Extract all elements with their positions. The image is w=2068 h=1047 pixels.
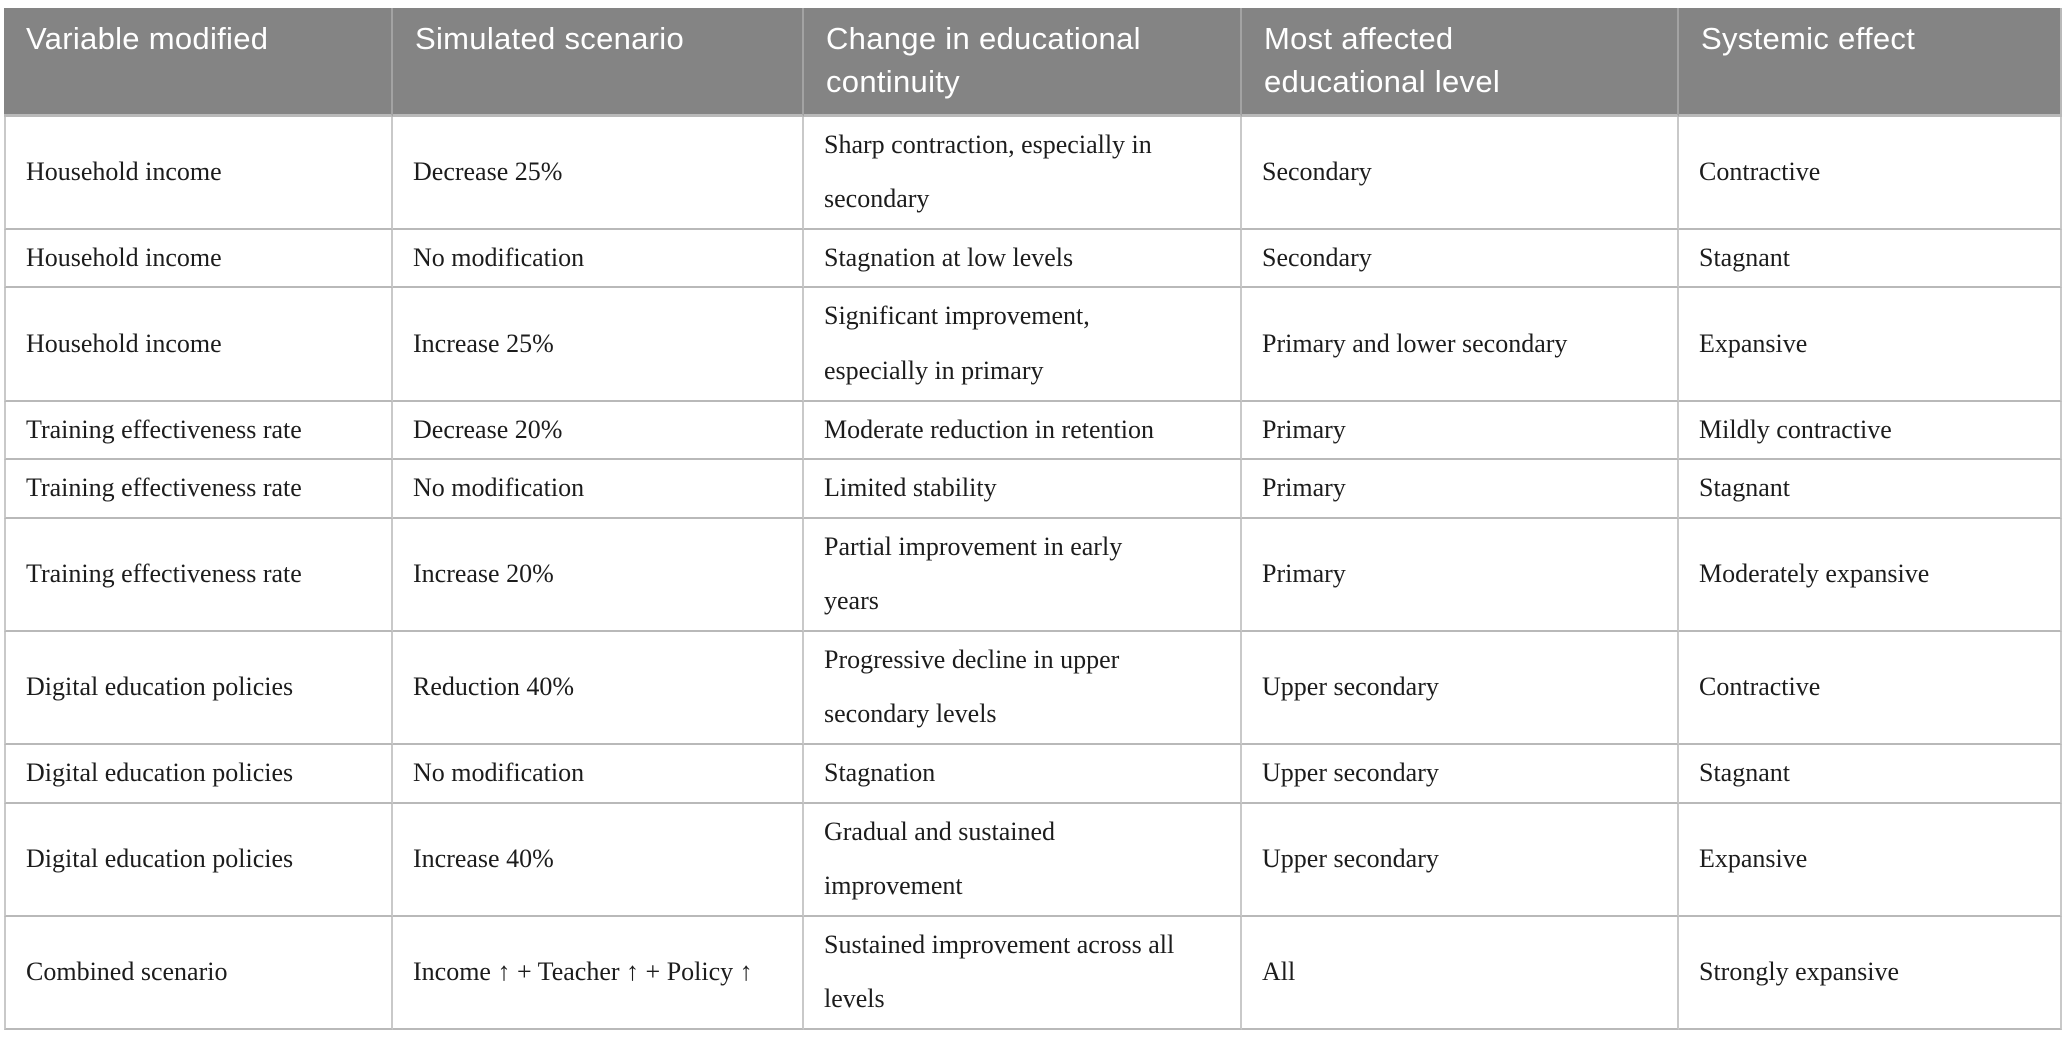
table-cell-most-affected-level: Primary — [1242, 460, 1679, 519]
table-cell-systemic-effect: Moderately expansive — [1679, 518, 2062, 632]
table-cell-variable-modified: Training effectiveness rate — [4, 518, 393, 632]
table-cell-most-affected-level: Primary — [1242, 401, 1679, 461]
table-row: Household income Increase 25% Significant … — [4, 288, 2062, 402]
table-body: Household income Decrease 25% Sharp contra… — [4, 116, 2062, 1031]
table-cell-change-educational-continuity: Moderate reduction in retention — [804, 401, 1242, 461]
table-row: Training effectiveness rate Decrease 20% M… — [4, 401, 2062, 461]
table-cell-systemic-effect: Stagnant — [1679, 460, 2062, 519]
table-cell-most-affected-level: Primary and lower secondary — [1242, 288, 1679, 402]
table-cell-systemic-effect: Contractive — [1679, 116, 2062, 230]
table-cell-most-affected-level: Upper secondary — [1242, 631, 1679, 746]
table-cell-variable-modified: Training effectiveness rate — [4, 401, 393, 461]
table-cell-simulated-scenario: Reduction 40% — [393, 631, 804, 746]
table-cell-variable-modified: Digital education policies — [4, 803, 393, 917]
table-cell-variable-modified: Digital education policies — [4, 745, 393, 804]
table-cell-change-educational-continuity: Partial improvement in early years — [804, 518, 1242, 632]
table-row: Digital education policies No modificatio… — [4, 745, 2062, 804]
table-cell-systemic-effect: Expansive — [1679, 803, 2062, 917]
table-cell-change-educational-continuity: Stagnation at low levels — [804, 229, 1242, 289]
table-row: Household income No modification Stagnatio… — [4, 229, 2062, 289]
table-row: Digital education policies Increase 40% Gr… — [4, 803, 2062, 917]
table-cell-systemic-effect: Strongly expansive — [1679, 916, 2062, 1031]
table-cell-variable-modified: Digital education policies — [4, 631, 393, 746]
table-cell-systemic-effect: Stagnant — [1679, 745, 2062, 804]
table-cell-variable-modified: Household income — [4, 288, 393, 402]
table-cell-simulated-scenario: No modification — [393, 745, 804, 804]
table-cell-variable-modified: Household income — [4, 116, 393, 230]
table-cell-change-educational-continuity: Gradual and sustained improvement — [804, 803, 1242, 917]
table-cell-change-educational-continuity: Stagnation — [804, 745, 1242, 804]
table-cell-systemic-effect: Contractive — [1679, 631, 2062, 746]
table-cell-most-affected-level: All — [1242, 916, 1679, 1031]
table-cell-most-affected-level: Secondary — [1242, 229, 1679, 289]
table-cell-variable-modified: Household income — [4, 229, 393, 289]
column-header-change-educational-continuity: Change in educational continuity — [804, 8, 1242, 117]
table-cell-most-affected-level: Upper secondary — [1242, 803, 1679, 917]
table-cell-change-educational-continuity: Sharp contraction, especially in seconda… — [804, 116, 1242, 230]
table-cell-systemic-effect: Mildly contractive — [1679, 401, 2062, 461]
table-cell-change-educational-continuity: Sustained improvement across all levels — [804, 916, 1242, 1031]
table-cell-simulated-scenario: Income ↑ + Teacher ↑ + Policy ↑ — [393, 916, 804, 1031]
table-cell-systemic-effect: Stagnant — [1679, 229, 2062, 289]
column-header-variable-modified: Variable modified — [4, 8, 393, 117]
table-cell-simulated-scenario: Increase 25% — [393, 288, 804, 402]
table-cell-most-affected-level: Upper secondary — [1242, 745, 1679, 804]
table-row: Digital education policies Reduction 40% P… — [4, 631, 2062, 746]
table-cell-simulated-scenario: Decrease 20% — [393, 401, 804, 461]
table-row: Training effectiveness rate Increase 20% P… — [4, 518, 2062, 632]
table-cell-simulated-scenario: No modification — [393, 460, 804, 519]
table-cell-most-affected-level: Primary — [1242, 518, 1679, 632]
table-cell-systemic-effect: Expansive — [1679, 288, 2062, 402]
table-cell-variable-modified: Training effectiveness rate — [4, 460, 393, 519]
table-cell-simulated-scenario: Increase 40% — [393, 803, 804, 917]
table-cell-change-educational-continuity: Limited stability — [804, 460, 1242, 519]
header-row: Variable modified Simulated scenario Cha… — [4, 8, 2062, 117]
table-cell-simulated-scenario: No modification — [393, 229, 804, 289]
simulation-scenarios-table: Variable modified Simulated scenario Cha… — [4, 8, 2062, 1031]
table-cell-most-affected-level: Secondary — [1242, 116, 1679, 230]
table-cell-simulated-scenario: Decrease 25% — [393, 116, 804, 230]
table-cell-change-educational-continuity: Significant improvement, especially in p… — [804, 288, 1242, 402]
table-row: Household income Decrease 25% Sharp contra… — [4, 116, 2062, 230]
table-cell-simulated-scenario: Increase 20% — [393, 518, 804, 632]
table-cell-variable-modified: Combined scenario — [4, 916, 393, 1031]
table-cell-change-educational-continuity: Progressive decline in upper secondary l… — [804, 631, 1242, 746]
column-header-simulated-scenario: Simulated scenario — [393, 8, 804, 117]
column-header-most-affected-level: Most affected educational level — [1242, 8, 1679, 117]
table-row: Training effectiveness rate No modificati… — [4, 460, 2062, 519]
column-header-systemic-effect: Systemic effect — [1679, 8, 2062, 117]
table-row: Combined scenario Income ↑ + Teacher ↑ + … — [4, 916, 2062, 1031]
